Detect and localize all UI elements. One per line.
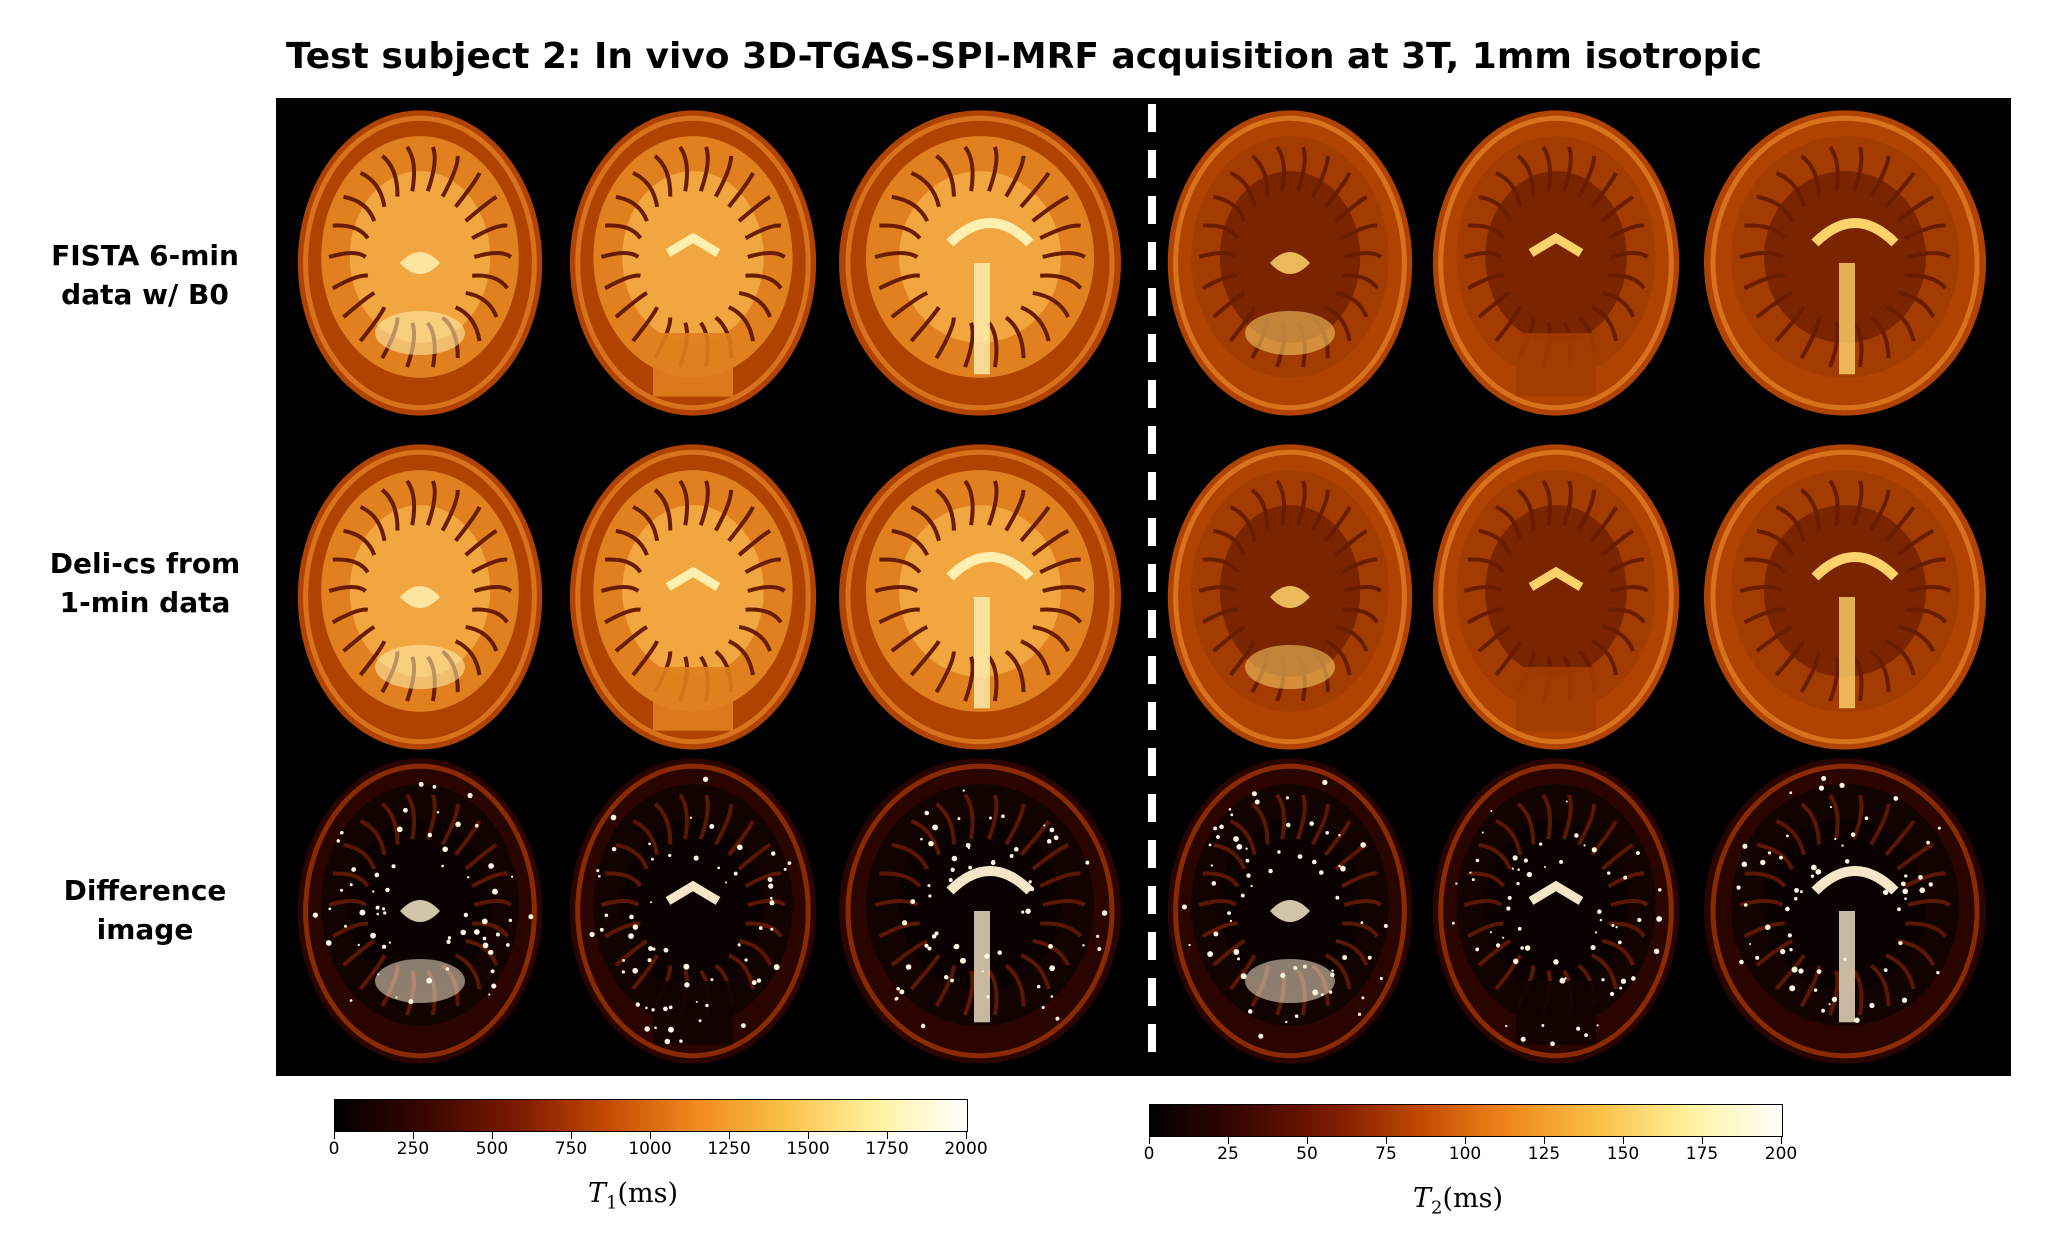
brain-map-delics-sagittal-t1 bbox=[830, 438, 1130, 756]
colorbar-tick bbox=[808, 1131, 809, 1139]
brain-map-difference-coronal-t2 bbox=[1425, 752, 1687, 1070]
colorbar-tick bbox=[1544, 1136, 1545, 1144]
t1-t2-divider bbox=[1148, 104, 1156, 1066]
t2-label-symbol: T bbox=[1413, 1183, 1431, 1214]
colorbar-tick-label: 1000 bbox=[628, 1139, 671, 1159]
colorbar-tick bbox=[413, 1131, 414, 1139]
row-label-delics: Deli-cs from 1-min data bbox=[30, 544, 260, 622]
colorbar-tick bbox=[1228, 1136, 1229, 1144]
colorbar-tick-label: 250 bbox=[397, 1139, 429, 1159]
t2-label-sub: 2 bbox=[1431, 1197, 1442, 1218]
row-label-difference-line2: image bbox=[30, 910, 260, 949]
t2-label-unit: (ms) bbox=[1442, 1183, 1503, 1214]
brain-map-fista-sagittal-t1 bbox=[830, 104, 1130, 422]
t2-colorbar-label: T2(ms) bbox=[1413, 1183, 1503, 1218]
colorbar-tick-label: 200 bbox=[1765, 1144, 1797, 1164]
brain-map-fista-coronal-t1 bbox=[562, 104, 824, 422]
brain-map-delics-sagittal-t2 bbox=[1695, 438, 1995, 756]
brain-map-fista-axial-t1 bbox=[290, 104, 550, 422]
colorbar-tick bbox=[650, 1131, 651, 1139]
brain-map-delics-coronal-t1 bbox=[562, 438, 824, 756]
t1-colorbar bbox=[334, 1099, 968, 1132]
colorbar-tick bbox=[1623, 1136, 1624, 1144]
brain-map-fista-axial-t2 bbox=[1160, 104, 1420, 422]
colorbar-tick bbox=[492, 1131, 493, 1139]
brain-map-difference-sagittal-t1 bbox=[830, 752, 1130, 1070]
row-label-fista: FISTA 6-min data w/ B0 bbox=[30, 236, 260, 314]
colorbar-tick-label: 0 bbox=[1144, 1144, 1155, 1164]
brain-map-difference-coronal-t1 bbox=[562, 752, 824, 1070]
row-label-difference-line1: Difference bbox=[30, 871, 260, 910]
colorbar-tick bbox=[334, 1131, 335, 1139]
brain-map-difference-axial-t1 bbox=[290, 752, 550, 1070]
colorbar-tick-label: 1500 bbox=[786, 1139, 829, 1159]
row-label-fista-line2: data w/ B0 bbox=[30, 275, 260, 314]
colorbar-tick bbox=[966, 1131, 967, 1139]
t1-label-symbol: T bbox=[588, 1178, 606, 1209]
colorbar-tick-label: 125 bbox=[1528, 1144, 1560, 1164]
brain-map-delics-axial-t2 bbox=[1160, 438, 1420, 756]
colorbar-tick bbox=[1307, 1136, 1308, 1144]
colorbar-tick-label: 2000 bbox=[944, 1139, 987, 1159]
colorbar-tick-label: 500 bbox=[476, 1139, 508, 1159]
brain-map-fista-coronal-t2 bbox=[1425, 104, 1687, 422]
figure-title: Test subject 2: In vivo 3D-TGAS-SPI-MRF … bbox=[0, 36, 2048, 77]
row-label-fista-line1: FISTA 6-min bbox=[30, 236, 260, 275]
colorbar-tick bbox=[1781, 1136, 1782, 1144]
brain-map-difference-axial-t2 bbox=[1160, 752, 1420, 1070]
colorbar-tick-label: 0 bbox=[329, 1139, 340, 1159]
colorbar-tick-label: 75 bbox=[1375, 1144, 1397, 1164]
colorbar-tick-label: 175 bbox=[1686, 1144, 1718, 1164]
t1-colorbar-label: T1(ms) bbox=[588, 1178, 678, 1213]
colorbar-tick-label: 25 bbox=[1217, 1144, 1239, 1164]
colorbar-tick-label: 1250 bbox=[707, 1139, 750, 1159]
t2-colorbar bbox=[1149, 1104, 1783, 1137]
row-label-delics-line2: 1-min data bbox=[30, 583, 260, 622]
colorbar-tick bbox=[1386, 1136, 1387, 1144]
colorbar-tick bbox=[887, 1131, 888, 1139]
t1-label-unit: (ms) bbox=[617, 1178, 678, 1209]
t1-label-sub: 1 bbox=[606, 1192, 617, 1213]
colorbar-tick bbox=[1465, 1136, 1466, 1144]
colorbar-tick-label: 150 bbox=[1607, 1144, 1639, 1164]
row-label-difference: Difference image bbox=[30, 871, 260, 949]
row-label-delics-line1: Deli-cs from bbox=[30, 544, 260, 583]
colorbar-tick bbox=[729, 1131, 730, 1139]
colorbar-tick bbox=[1149, 1136, 1150, 1144]
brain-map-fista-sagittal-t2 bbox=[1695, 104, 1995, 422]
colorbar-tick-label: 100 bbox=[1449, 1144, 1481, 1164]
brain-map-delics-axial-t1 bbox=[290, 438, 550, 756]
colorbar-tick bbox=[571, 1131, 572, 1139]
colorbar-tick-label: 50 bbox=[1296, 1144, 1318, 1164]
colorbar-tick-label: 750 bbox=[555, 1139, 587, 1159]
brain-map-difference-sagittal-t2 bbox=[1695, 752, 1995, 1070]
colorbar-tick-label: 1750 bbox=[865, 1139, 908, 1159]
brain-map-delics-coronal-t2 bbox=[1425, 438, 1687, 756]
colorbar-tick bbox=[1702, 1136, 1703, 1144]
